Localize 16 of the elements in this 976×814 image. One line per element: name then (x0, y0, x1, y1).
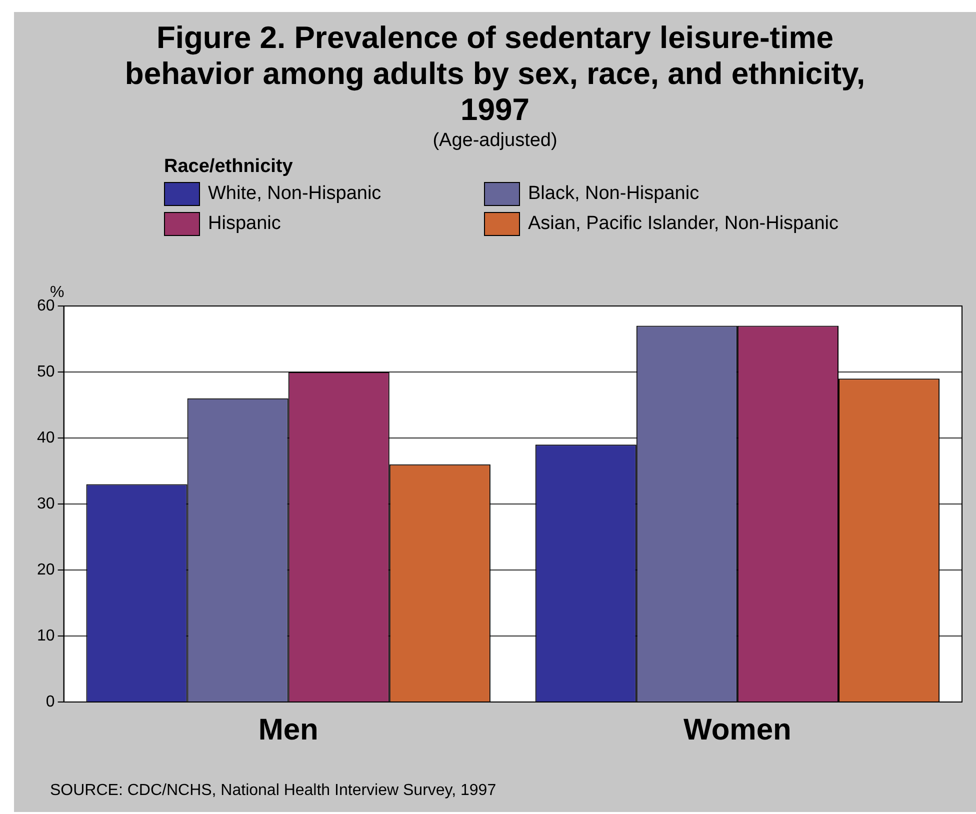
source-note: SOURCE: CDC/NCHS, National Health Interview Survey, 1997 (50, 782, 496, 800)
x-tick-label: Men (258, 713, 318, 746)
y-tick-label: 40 (37, 429, 55, 446)
legend-label: Hispanic (208, 213, 281, 235)
legend-label: Black, Non-Hispanic (528, 183, 700, 205)
y-tick-label: 50 (37, 363, 55, 380)
legend-label: White, Non-Hispanic (208, 183, 382, 205)
chart-subtitle: (Age-adjusted) (432, 130, 558, 152)
chart-title: Figure 2. Prevalence of sedentary leisure-time behavior among adults by sex, race, and ethnicity, 1997 (124, 20, 866, 128)
legend-label: Asian, Pacific Islander, Non-Hispanic (528, 213, 838, 235)
y-tick-label: 30 (37, 495, 55, 512)
y-tick-label: 0 (46, 693, 55, 710)
y-tick-label: 10 (37, 627, 55, 644)
y-tick-label: 20 (37, 561, 55, 578)
legend-title: Race/ethnicity (164, 156, 294, 178)
x-tick-label: Women (684, 713, 792, 746)
